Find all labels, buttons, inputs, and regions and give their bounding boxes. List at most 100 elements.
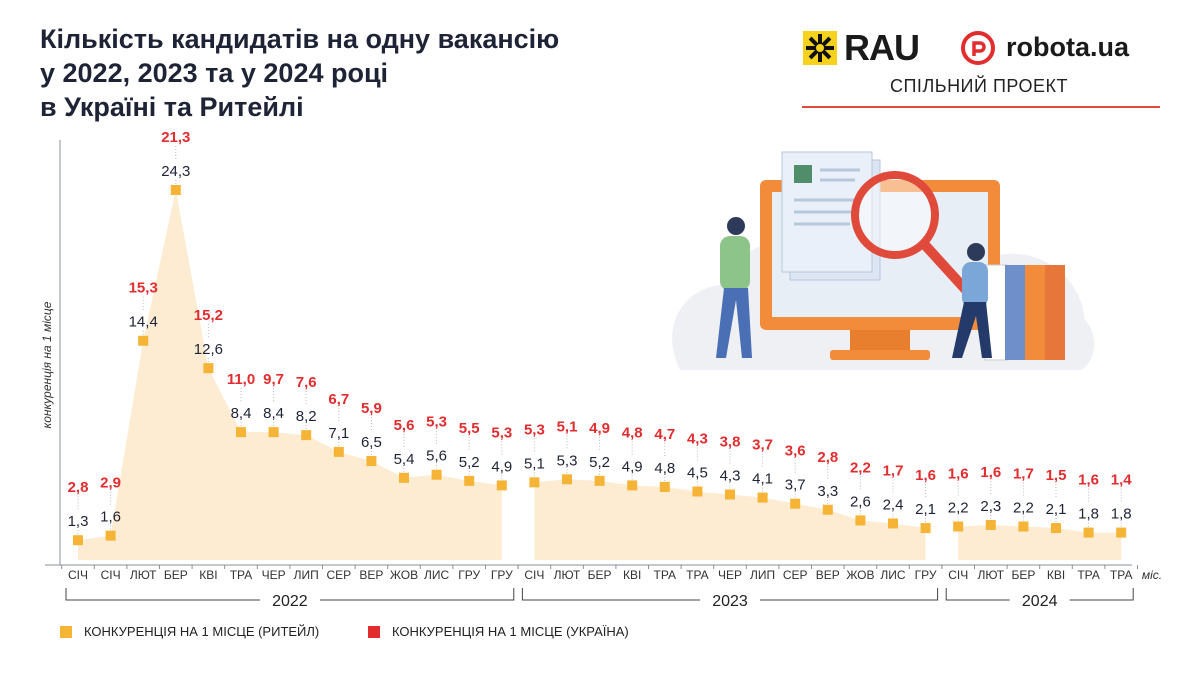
ukraine-value-label: 1,6 (948, 466, 969, 483)
year-label-2024: 2024 (1022, 593, 1058, 610)
year-bracket (65, 588, 260, 601)
retail-point (1116, 527, 1127, 538)
ukraine-value-label: 15,2 (194, 307, 223, 324)
month-tick-label: СІЧ (101, 568, 121, 582)
retail-point (594, 475, 605, 486)
area-2022 (78, 190, 502, 560)
month-tick-label: БЕР (588, 568, 612, 582)
partner-logos: RAU robota.ua СПІЛЬНИЙ ПРОЕКТ (800, 26, 1160, 116)
month-tick-label: ЛИС (880, 568, 906, 582)
month-tick-label: КВІ (1047, 568, 1065, 582)
retail-point (1051, 523, 1061, 534)
retail-point (692, 486, 703, 497)
month-tick-label: ЛЮТ (977, 568, 1004, 582)
retail-point (757, 492, 768, 503)
month-tick-label: ЛИП (750, 568, 775, 582)
retail-point (529, 477, 540, 488)
retail-value-label: 6,5 (361, 434, 382, 451)
month-tick-label: ЛИС (424, 568, 450, 582)
retail-value-label: 1,6 (100, 509, 121, 526)
retail-value-label: 4,1 (752, 471, 773, 488)
retail-value-label: 14,4 (129, 314, 158, 331)
retail-point (659, 481, 670, 492)
retail-point (301, 430, 312, 441)
retail-point (431, 469, 442, 480)
ukraine-value-label: 2,9 (100, 475, 121, 492)
retail-value-label: 5,3 (557, 452, 578, 469)
logo-divider (802, 106, 1160, 108)
x-axis-label: міс. (1142, 568, 1162, 582)
joint-project-label: СПІЛЬНИЙ ПРОЕКТ (890, 76, 1068, 96)
retail-point (496, 480, 507, 491)
robota-logo-icon (961, 31, 995, 65)
retail-point (399, 472, 409, 483)
retail-value-label: 8,4 (231, 405, 252, 422)
ukraine-value-label: 5,1 (557, 418, 578, 435)
month-tick-label: ВЕР (359, 568, 383, 582)
year-bracket (1069, 588, 1134, 601)
ukraine-value-label: 1,5 (1046, 467, 1067, 484)
retail-value-label: 2,2 (948, 500, 969, 517)
retail-value-label: 4,9 (622, 458, 643, 475)
month-tick-label: СІЧ (948, 568, 968, 582)
retail-point (920, 523, 931, 534)
retail-value-label: 12,6 (194, 341, 223, 358)
ukraine-value-label: 5,6 (394, 417, 415, 434)
ukraine-value-label: 3,7 (752, 437, 773, 454)
retail-value-label: 2,6 (850, 493, 871, 510)
ukraine-value-label: 4,7 (654, 426, 675, 443)
chart-axes: конкуренція на 1 місце міс. СІЧ СІЧ ЛЮТ БЕР КВ… (40, 140, 1162, 610)
area-2024 (958, 524, 1122, 560)
month-tick-label: БЕР (1011, 568, 1035, 582)
title-line-2: у 2022, 2023 та у 2024 році (40, 58, 389, 88)
area-2023 (534, 479, 926, 560)
retail-value-label: 5,2 (459, 454, 480, 471)
retail-value-label: 1,3 (68, 513, 89, 530)
retail-value-label: 5,1 (524, 455, 545, 472)
ukraine-value-label: 21,3 (161, 129, 190, 146)
retail-value-label: 1,8 (1078, 506, 1099, 523)
retail-point (236, 427, 246, 438)
legend-swatch-retail (60, 626, 72, 638)
month-tick-label: КВІ (623, 568, 641, 582)
retail-point (268, 427, 279, 438)
series-layer (73, 185, 1127, 560)
retail-value-label: 2,1 (915, 501, 936, 518)
retail-value-label: 5,4 (394, 451, 415, 468)
retail-point (953, 521, 964, 532)
month-tick-label: ТРА (654, 568, 677, 582)
retail-point (562, 474, 572, 485)
retail-value-label: 4,3 (720, 468, 741, 485)
month-tick-label: ЛИП (294, 568, 319, 582)
month-tick-label: ТРА (1077, 568, 1100, 582)
retail-value-label: 2,2 (1013, 500, 1034, 517)
ukraine-value-label: 2,8 (68, 479, 89, 496)
month-tick-label: ЛЮТ (130, 568, 157, 582)
ukraine-value-label: 5,3 (524, 421, 545, 438)
retail-point (1083, 527, 1094, 538)
legend-swatch-ukraine (368, 626, 380, 638)
month-tick-label: ТРА (1110, 568, 1133, 582)
retail-value-label: 4,5 (687, 464, 708, 481)
title-line-1: Кількість кандидатів на одну вакансію (40, 24, 560, 54)
y-axis-label: конкуренція на 1 місце (40, 301, 54, 428)
retail-value-label: 4,9 (491, 458, 512, 475)
illustration-icon (672, 151, 1095, 370)
retail-point (725, 489, 735, 500)
retail-value-label: 5,2 (589, 454, 610, 471)
retail-value-label: 8,4 (263, 405, 284, 422)
rau-logo-icon (803, 31, 837, 65)
retail-point (888, 518, 898, 529)
retail-point (855, 515, 866, 526)
ukraine-value-label: 1,6 (1078, 472, 1099, 489)
ukraine-value-label: 5,5 (459, 420, 480, 437)
year-bracket (521, 588, 700, 601)
month-tick-label: КВІ (199, 568, 217, 582)
retail-point (985, 519, 996, 530)
month-tick-label: ГРУ (915, 568, 937, 582)
chart-title: Кількість кандидатів на одну вакансію у … (40, 22, 680, 124)
ukraine-value-label: 1,7 (1013, 466, 1034, 483)
month-tick-label: ЛЮТ (554, 568, 581, 582)
retail-value-label: 4,8 (654, 460, 675, 477)
